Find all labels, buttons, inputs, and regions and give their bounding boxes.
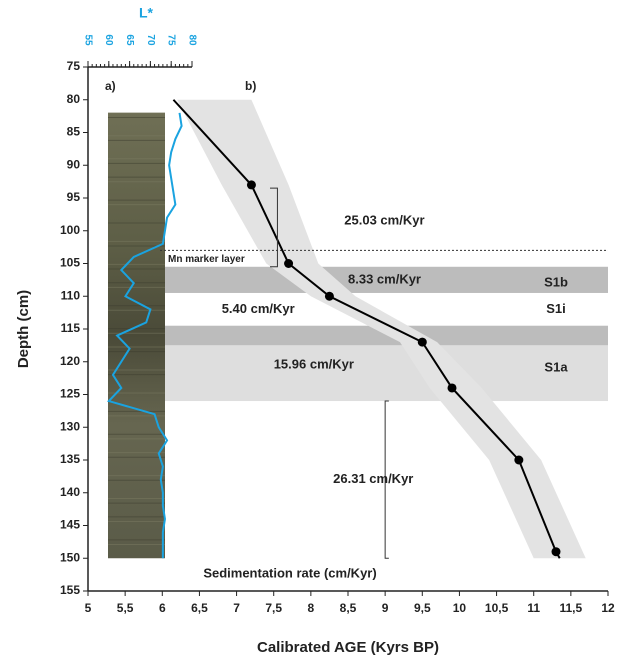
x-tick-label: 9,5: [414, 601, 431, 615]
x-tick-label: 10,5: [485, 601, 509, 615]
lstar-tick-label: 65: [124, 34, 135, 46]
y-tick-label: 150: [60, 550, 80, 564]
y-tick-label: 90: [67, 157, 81, 171]
y-tick-label: 140: [60, 485, 80, 499]
lstar-tick-label: 55: [82, 34, 93, 46]
dated-sample: [247, 180, 256, 189]
x-tick-label: 7,5: [265, 601, 282, 615]
y-tick-label: 80: [67, 92, 81, 106]
y-tick-label: 155: [60, 583, 80, 597]
dated-sample: [448, 383, 457, 392]
y-tick-label: 75: [67, 59, 81, 73]
sapropel-label: S1a: [544, 360, 568, 375]
y-tick-label: 115: [61, 321, 81, 335]
caption: Sedimentation rate (cm/Kyr): [203, 565, 376, 580]
lstar-tick-label: 70: [145, 34, 156, 46]
dated-sample: [284, 259, 293, 268]
dated-sample: [514, 456, 523, 465]
lstar-tick-label: 60: [103, 34, 114, 46]
x-tick-label: 9: [382, 601, 389, 615]
lstar-tick-label: 75: [166, 34, 177, 46]
dated-sample: [418, 338, 427, 347]
y-axis-title: Depth (cm): [15, 290, 32, 368]
y-tick-label: 135: [60, 452, 80, 466]
x-tick-label: 5,5: [117, 601, 134, 615]
y-tick-label: 100: [60, 223, 80, 237]
rate-label: 15.96 cm/Kyr: [274, 356, 354, 371]
rate-label: 8.33 cm/Kyr: [348, 271, 421, 286]
sapropel-label: S1i: [546, 301, 566, 316]
y-tick-label: 125: [60, 387, 80, 401]
dated-sample: [325, 292, 334, 301]
y-tick-label: 130: [60, 419, 80, 433]
mn-marker-label: Mn marker layer: [168, 254, 245, 265]
x-tick-label: 10: [453, 601, 467, 615]
y-tick-label: 85: [67, 125, 81, 139]
x-tick-label: 5: [85, 601, 92, 615]
lstar-axis-title: L*: [139, 5, 154, 21]
x-tick-label: 8,5: [340, 601, 357, 615]
x-tick-label: 6,5: [191, 601, 208, 615]
panel-label: b): [245, 79, 256, 93]
dated-sample: [552, 547, 561, 556]
x-tick-label: 11: [527, 601, 540, 615]
chart: Calibrated AGE (Kyrs BP) Depth (cm) a) b…: [0, 0, 619, 657]
y-tick-label: 145: [60, 518, 80, 532]
x-axis-title: Calibrated AGE (Kyrs BP): [257, 639, 439, 656]
x-tick-label: 11,5: [560, 601, 583, 615]
x-tick-label: 6: [159, 601, 166, 615]
y-tick-label: 120: [60, 354, 80, 368]
y-tick-label: 105: [60, 256, 80, 270]
rate-label: 25.03 cm/Kyr: [344, 212, 424, 227]
x-tick-label: 7: [233, 601, 240, 615]
rate-label: 26.31 cm/Kyr: [333, 471, 413, 486]
sapropel-label: S1b: [544, 275, 568, 290]
y-tick-label: 95: [67, 190, 81, 204]
y-tick-label: 110: [61, 288, 81, 302]
x-tick-label: 8: [308, 601, 315, 615]
rate-label: 5.40 cm/Kyr: [222, 301, 295, 316]
lstar-tick-label: 80: [186, 34, 197, 46]
panel-label: a): [105, 79, 116, 93]
sapropel-layer: [163, 345, 608, 401]
x-tick-label: 12: [601, 601, 615, 615]
